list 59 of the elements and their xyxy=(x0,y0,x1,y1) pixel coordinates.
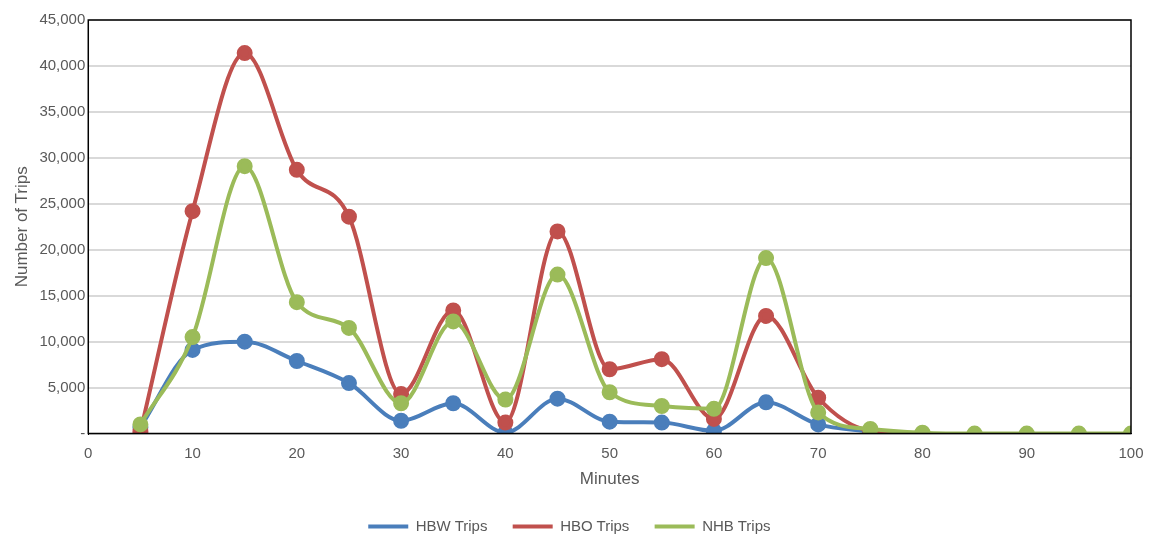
y-tick-label: - xyxy=(80,423,86,441)
x-tick-label: 40 xyxy=(497,443,514,461)
legend-label: NHB Trips xyxy=(702,516,771,534)
point xyxy=(601,413,618,430)
point xyxy=(758,394,775,411)
point xyxy=(236,333,253,350)
y-tick-label: 20,000 xyxy=(39,239,86,257)
point xyxy=(758,307,775,324)
point xyxy=(653,351,670,368)
point xyxy=(288,294,305,311)
x-tick-label: 30 xyxy=(392,443,410,461)
point xyxy=(549,390,566,407)
x-tick-label: 50 xyxy=(601,443,618,461)
x-tick-label: 70 xyxy=(809,443,827,461)
y-tick-label: 40,000 xyxy=(39,56,86,74)
x-tick-label: 20 xyxy=(288,443,306,461)
x-tick-label: 60 xyxy=(705,443,723,461)
legend-label: HBW Trips xyxy=(415,516,488,534)
point xyxy=(445,395,462,412)
point xyxy=(184,203,201,220)
point xyxy=(445,313,462,330)
point xyxy=(288,352,305,369)
y-axis-title: Number of Trips xyxy=(11,166,31,288)
point xyxy=(497,391,514,408)
point xyxy=(758,250,775,267)
x-tick-label: 0 xyxy=(84,443,93,461)
point xyxy=(497,414,514,431)
point xyxy=(810,416,827,433)
y-tick-label: 15,000 xyxy=(39,285,86,303)
point xyxy=(653,398,670,415)
point xyxy=(340,208,357,225)
point xyxy=(810,404,827,421)
x-tick-label: 100 xyxy=(1118,443,1144,461)
point xyxy=(810,389,827,406)
point xyxy=(236,45,253,62)
y-tick-label: 10,000 xyxy=(39,331,86,349)
legend-label: HBO Trips xyxy=(560,516,630,534)
x-tick-label: 90 xyxy=(1018,443,1036,461)
point xyxy=(288,161,305,178)
x-axis-title: Minutes xyxy=(579,469,640,489)
y-tick-label: 30,000 xyxy=(39,148,86,166)
point xyxy=(393,395,410,412)
point xyxy=(236,158,253,175)
point xyxy=(393,412,410,429)
point xyxy=(601,361,618,378)
y-tick-label: 35,000 xyxy=(39,102,86,120)
y-tick-label: 5,000 xyxy=(47,377,86,395)
x-tick-label: 80 xyxy=(914,443,931,461)
point xyxy=(705,400,722,417)
point xyxy=(340,375,357,392)
point xyxy=(340,319,357,336)
y-tick-label: 45,000 xyxy=(39,10,86,28)
point xyxy=(549,266,566,283)
x-tick-label: 10 xyxy=(184,443,201,461)
y-tick-label: 25,000 xyxy=(39,193,86,211)
point xyxy=(184,329,201,346)
point xyxy=(549,223,566,240)
point xyxy=(653,414,670,431)
point xyxy=(601,384,618,401)
